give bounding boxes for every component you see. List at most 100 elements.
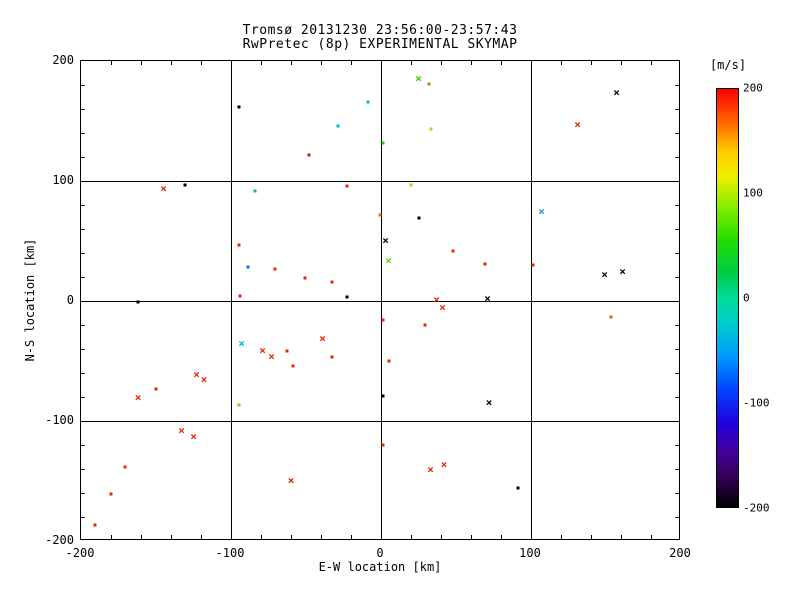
x-minor-tick [561,535,562,539]
data-point: × [193,368,200,382]
y-minor-tick [675,229,679,230]
y-minor-tick [675,277,679,278]
data-point: × [238,337,245,351]
data-point [381,318,384,322]
y-minor-tick [675,253,679,254]
grid-line-vertical [381,61,382,539]
y-axis-label: N-S location [km] [23,238,37,362]
data-point [238,294,242,298]
x-minor-tick [651,535,652,539]
y-minor-tick [81,229,85,230]
data-point: × [427,463,434,477]
x-minor-tick [291,61,292,65]
y-minor-tick [675,445,679,446]
data-point [246,265,249,269]
y-minor-tick [81,445,85,446]
x-tick-label: 0 [376,546,384,560]
data-point [336,124,339,128]
data-point [409,183,413,187]
x-minor-tick [111,535,112,539]
x-minor-tick [171,535,172,539]
data-point: × [538,205,545,219]
data-point [345,295,348,299]
x-minor-tick [441,535,442,539]
grid-line-vertical [531,61,532,539]
x-tick-label: 100 [519,546,541,560]
data-point [427,82,431,86]
x-minor-tick [201,535,202,539]
plot-area: × × × × × × × × × × × × × × × × × × × × × × × × × [80,60,680,540]
data-point [381,141,384,145]
x-minor-tick [621,535,622,539]
y-tick-label: 0 [66,293,74,307]
data-point: × [484,291,491,305]
data-point: × [385,254,392,268]
x-minor-tick [261,61,262,65]
x-minor-tick [471,535,472,539]
y-minor-tick [81,325,85,326]
y-minor-tick [675,349,679,350]
data-point [273,267,276,271]
colorbar-tick-label: -200 [743,501,770,515]
data-point [366,100,369,104]
x-minor-tick [291,535,292,539]
colorbar [716,88,739,508]
y-minor-tick [675,157,679,158]
x-minor-tick [321,61,322,65]
y-minor-tick [81,493,85,494]
y-minor-tick [675,325,679,326]
x-minor-tick [351,61,352,65]
colorbar-tick-label: 0 [743,291,750,305]
y-minor-tick [81,253,85,254]
y-tick-label: -100 [45,413,74,427]
data-point: × [574,117,581,131]
data-point [237,243,240,247]
data-point [330,280,333,284]
data-point [516,486,519,490]
colorbar-tick-label: 200 [743,81,763,95]
data-point: × [319,332,326,346]
x-minor-tick [171,61,172,65]
y-minor-tick [675,109,679,110]
y-tick-label: 200 [52,53,74,67]
grid-line-horizontal [81,181,679,182]
data-point [291,364,294,368]
data-point: × [178,423,185,437]
y-minor-tick [81,133,85,134]
data-point [531,263,534,267]
x-minor-tick [621,61,622,65]
y-minor-tick [81,373,85,374]
y-minor-tick [675,397,679,398]
data-point [109,492,113,496]
data-point [303,276,306,280]
x-minor-tick [201,61,202,65]
data-point [417,216,420,220]
x-minor-tick [471,61,472,65]
data-point [378,213,381,217]
data-point: × [613,86,620,100]
y-minor-tick [81,277,85,278]
data-point [429,127,432,131]
x-minor-tick [591,61,592,65]
x-axis-label: E-W location [km] [318,560,442,574]
data-point: × [440,458,448,472]
x-minor-tick [591,535,592,539]
data-point: × [268,350,275,364]
data-point: × [439,301,446,315]
data-point: × [415,72,422,86]
data-point [609,315,612,319]
y-minor-tick [675,133,679,134]
data-point: × [485,396,493,410]
grid-line-horizontal [81,421,679,422]
data-point: × [619,265,626,279]
x-minor-tick [411,61,412,65]
x-minor-tick [651,61,652,65]
x-minor-tick [441,61,442,65]
data-point [381,443,384,447]
y-minor-tick [81,85,85,86]
data-point: × [287,474,295,488]
x-minor-tick [141,61,142,65]
x-minor-tick [501,535,502,539]
data-point [285,349,288,353]
